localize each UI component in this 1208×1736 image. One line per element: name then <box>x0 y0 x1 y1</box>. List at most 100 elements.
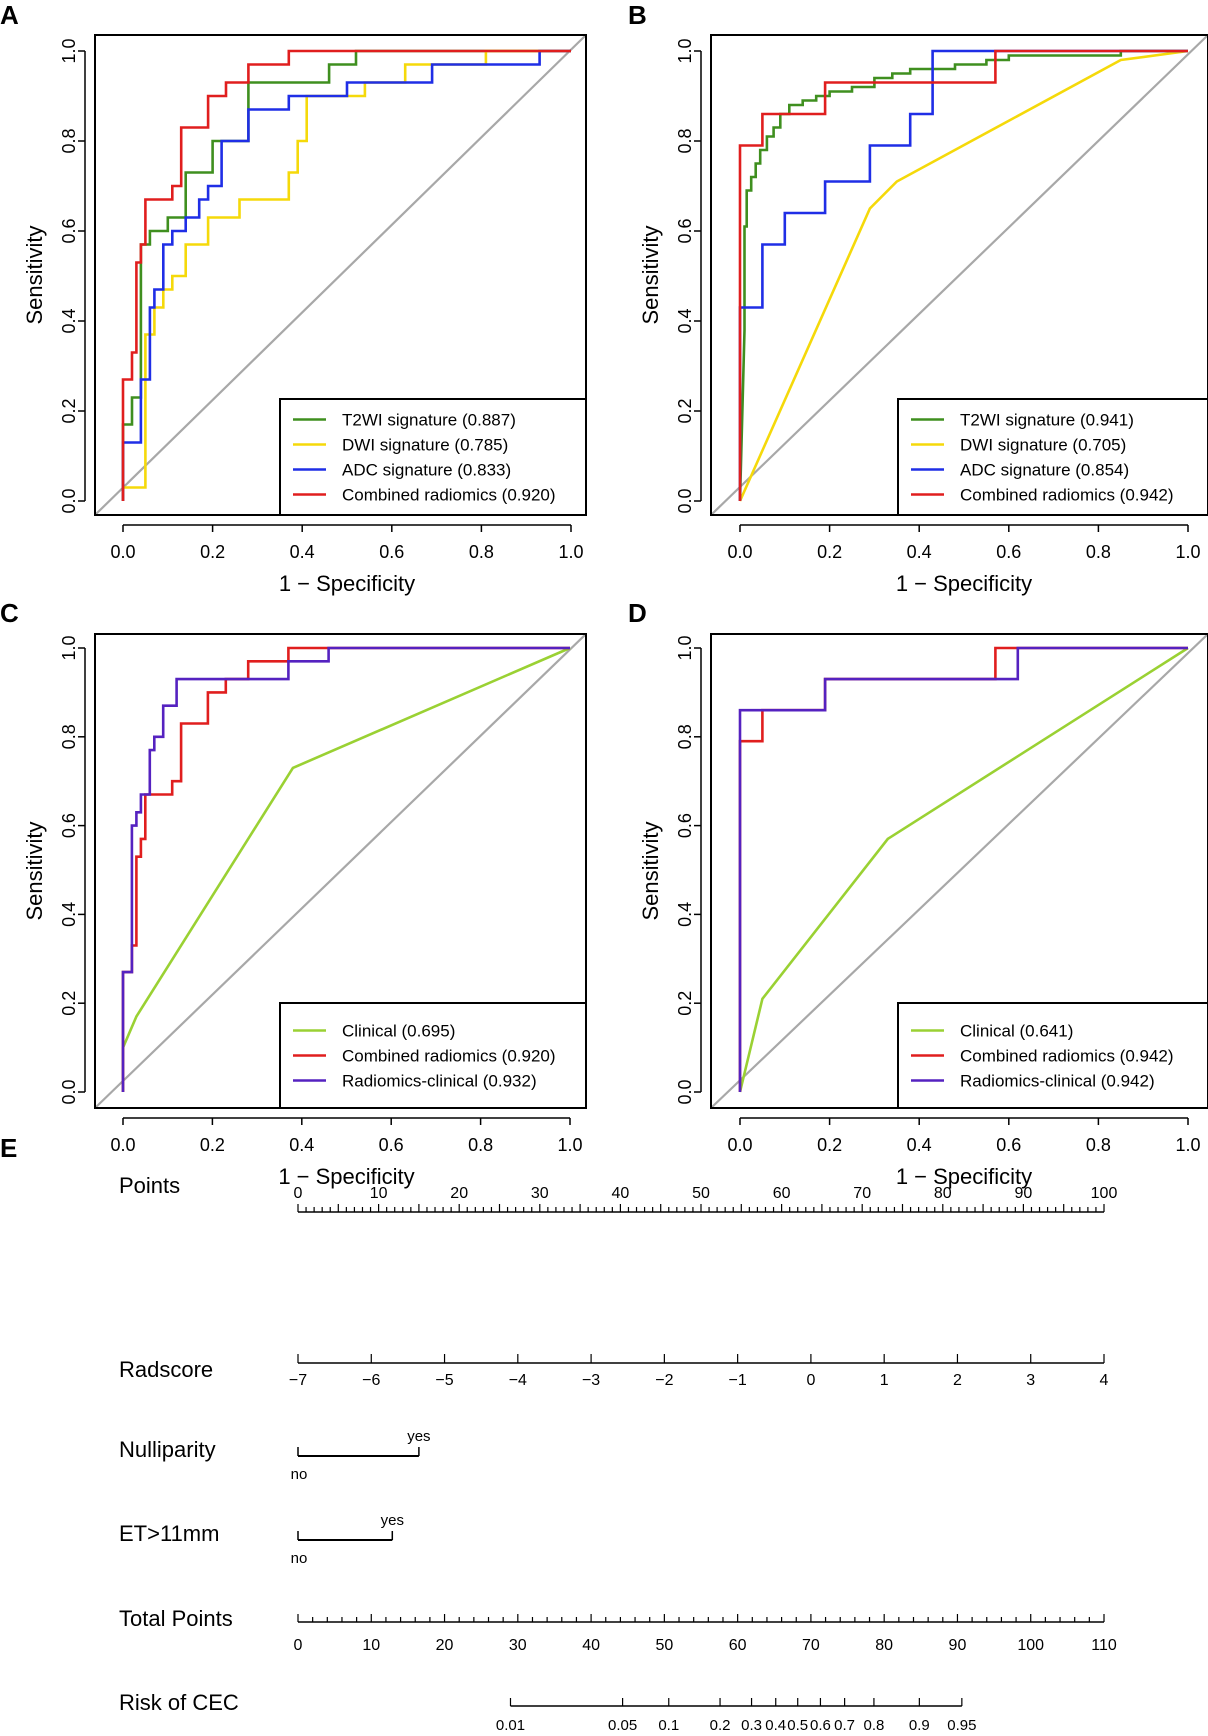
points-tick-label: 90 <box>1015 1185 1033 1202</box>
y-tick-label-a-4: 0.8 <box>59 128 79 153</box>
y-tick-label-b-3: 0.6 <box>675 218 695 243</box>
x-tick-label-c-3: 0.6 <box>379 1135 404 1155</box>
nomogram-row-5: Total Points 0 10 20 30 40 50 60 70 80 90 100 110 <box>119 1606 1117 1654</box>
nomogram-row-label-1: Points <box>119 1173 180 1198</box>
x-tick-label-c-5: 1.0 <box>557 1135 582 1155</box>
y-axis-label-c: Sensitivity <box>22 821 47 920</box>
points-tick-label: 50 <box>692 1185 710 1202</box>
x-tick-label-d-2: 0.4 <box>907 1135 932 1155</box>
nomogram-row-4: ET>11mm no yes <box>119 1512 404 1567</box>
panel-letter-e: E <box>0 1133 17 1163</box>
x-tick-label-b-3: 0.6 <box>996 542 1021 562</box>
risk-tick-label: 0.05 <box>608 1717 637 1734</box>
risk-tick-label: 0.9 <box>909 1717 930 1734</box>
total-points-tick-label: 70 <box>802 1637 820 1654</box>
y-tick-label-c-0: 0.0 <box>59 1079 79 1104</box>
roc-curve-b-4 <box>738 49 1188 501</box>
radscore-tick-label: 2 <box>953 1372 962 1389</box>
legend-d: Clinical (0.641) Combined radiomics (0.94… <box>897 1002 1208 1109</box>
panel-letter-c: C <box>0 598 19 628</box>
risk-tick-label: 0.95 <box>947 1717 976 1734</box>
points-tick-label: 10 <box>370 1185 388 1202</box>
total-points-tick-label: 0 <box>294 1637 303 1654</box>
x-tick-label-c-2: 0.4 <box>289 1135 314 1155</box>
risk-tick-label: 0.01 <box>496 1717 525 1734</box>
roc-panel-b: B 0.0 0.2 0.4 0.6 0.8 1.0 1 − Specificity 0.0 0.2… <box>628 0 1208 596</box>
x-tick-label-c-1: 0.2 <box>200 1135 225 1155</box>
nomogram-row-3: Nulliparity no yes <box>119 1428 431 1483</box>
x-tick-label-b-2: 0.4 <box>907 542 932 562</box>
risk-tick-label: 0.2 <box>710 1717 731 1734</box>
legend-label-a-1: T2WI signature (0.887) <box>342 411 516 430</box>
binary-label-high: yes <box>407 1428 430 1445</box>
legend-box-c <box>279 1002 587 1109</box>
x-axis-label-d: 1 − Specificity <box>896 1164 1032 1189</box>
binary-label-low: no <box>291 1466 308 1483</box>
reference-diagonal-d <box>710 633 1208 1109</box>
x-tick-label-c-0: 0.0 <box>110 1135 135 1155</box>
x-axis-label-c: 1 − Specificity <box>278 1164 414 1189</box>
legend-a: T2WI signature (0.887) DWI signature (0.7… <box>279 398 587 516</box>
legend-label-b-2: DWI signature (0.705) <box>960 436 1126 455</box>
nomogram-row-label-3: Nulliparity <box>119 1437 216 1462</box>
y-axis-label-b: Sensitivity <box>638 225 663 324</box>
roc-curve-b-1 <box>738 49 1188 502</box>
roc-curve-a-3 <box>121 49 571 501</box>
y-tick-label-d-4: 0.8 <box>675 724 695 749</box>
legend-label-c-3: Radiomics-clinical (0.932) <box>342 1072 537 1091</box>
x-tick-label-d-1: 0.2 <box>817 1135 842 1155</box>
panel-letter-d: D <box>628 598 647 628</box>
y-tick-label-a-5: 1.0 <box>59 38 79 63</box>
legend-label-b-1: T2WI signature (0.941) <box>960 411 1134 430</box>
panel-letter-b: B <box>628 0 647 30</box>
binary-label-high: yes <box>381 1512 404 1529</box>
x-tick-label-d-0: 0.0 <box>727 1135 752 1155</box>
points-tick-label: 70 <box>853 1185 871 1202</box>
roc-curve-b-2 <box>738 49 1189 502</box>
points-tick-label: 0 <box>294 1185 303 1202</box>
total-points-tick-label: 110 <box>1091 1637 1117 1654</box>
legend-label-a-3: ADC signature (0.833) <box>342 461 511 480</box>
radscore-tick-label: −3 <box>582 1372 600 1389</box>
radscore-tick-label: −6 <box>362 1372 380 1389</box>
nomogram-row-label-2: Radscore <box>119 1357 213 1382</box>
y-tick-label-b-5: 1.0 <box>675 38 695 63</box>
x-tick-label-b-5: 1.0 <box>1175 542 1200 562</box>
legend-box-a <box>279 398 587 516</box>
y-tick-label-c-4: 0.8 <box>59 724 79 749</box>
roc-curve-a-4 <box>121 49 571 501</box>
y-tick-label-b-2: 0.4 <box>675 308 695 333</box>
reference-diagonal-c <box>94 633 587 1109</box>
y-tick-label-b-0: 0.0 <box>675 488 695 513</box>
total-points-tick-label: 90 <box>949 1637 967 1654</box>
x-tick-label-a-3: 0.6 <box>379 542 404 562</box>
radscore-tick-label: 1 <box>880 1372 889 1389</box>
x-tick-label-c-4: 0.8 <box>468 1135 493 1155</box>
risk-tick-label: 0.3 <box>741 1717 762 1734</box>
points-tick-label: 30 <box>531 1185 549 1202</box>
x-tick-label-b-4: 0.8 <box>1086 542 1111 562</box>
reference-diagonal-b <box>710 34 1208 516</box>
total-points-tick-label: 60 <box>729 1637 747 1654</box>
reference-diagonal-a <box>94 34 587 516</box>
radscore-tick-label: −2 <box>655 1372 673 1389</box>
binary-label-low: no <box>291 1550 308 1567</box>
x-tick-label-d-4: 0.8 <box>1086 1135 1111 1155</box>
y-tick-label-a-0: 0.0 <box>59 488 79 513</box>
y-tick-label-d-5: 1.0 <box>675 635 695 660</box>
y-tick-label-b-4: 0.8 <box>675 128 695 153</box>
y-tick-label-a-1: 0.2 <box>59 398 79 423</box>
x-tick-label-a-2: 0.4 <box>290 542 315 562</box>
legend-label-c-1: Clinical (0.695) <box>342 1022 455 1041</box>
total-points-tick-label: 20 <box>436 1637 454 1654</box>
roc-curve-d-3 <box>738 646 1188 1092</box>
x-tick-label-a-5: 1.0 <box>558 542 583 562</box>
roc-curve-c-2 <box>121 646 570 1092</box>
y-axis-label-d: Sensitivity <box>638 821 663 920</box>
y-tick-label-c-3: 0.6 <box>59 813 79 838</box>
roc-panel-d: D 0.0 0.2 0.4 0.6 0.8 1.0 1 − Specificity 0.0 0.2… <box>628 598 1208 1189</box>
roc-panel-a: A 0.0 0.2 0.4 0.6 0.8 1.0 1 − Specificity 0.0 0.2… <box>0 0 587 596</box>
x-axis-label-b: 1 − Specificity <box>896 571 1032 596</box>
